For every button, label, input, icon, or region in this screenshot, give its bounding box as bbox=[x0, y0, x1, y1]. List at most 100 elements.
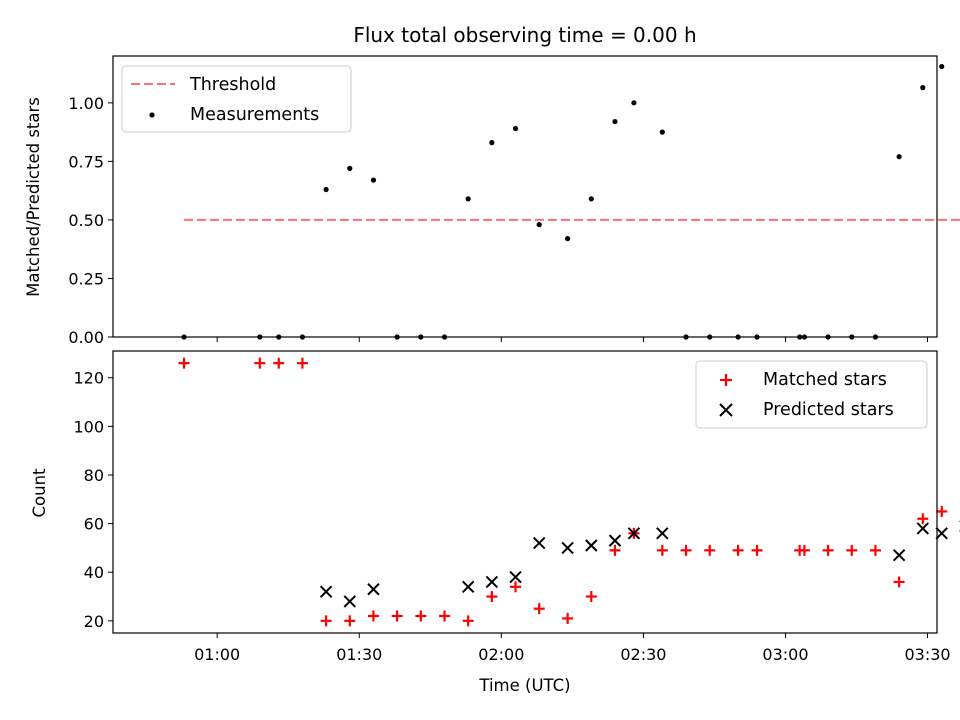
predicted-star-marker bbox=[532, 536, 546, 550]
matched-star-marker bbox=[415, 610, 427, 622]
measurement-point bbox=[612, 118, 618, 125]
top-plot-frame bbox=[112, 55, 938, 338]
predicted-star-marker bbox=[509, 570, 522, 584]
matched-star-marker bbox=[609, 544, 621, 556]
x-tick-label: 02:30 bbox=[620, 645, 666, 664]
predicted-star-marker bbox=[608, 534, 622, 547]
predicted-legend-label: Predicted stars bbox=[763, 400, 894, 420]
measurement-point bbox=[347, 165, 353, 171]
y-tick-label: 20 bbox=[84, 612, 104, 631]
matched-star-marker bbox=[846, 544, 858, 556]
matched-star-marker bbox=[320, 615, 332, 627]
y-tick-label: 60 bbox=[84, 515, 104, 534]
measurement-point bbox=[659, 129, 665, 135]
measurements-legend-swatch bbox=[149, 112, 155, 118]
predicted-star-marker bbox=[367, 583, 380, 596]
predicted-star-marker bbox=[319, 585, 333, 598]
measurement-point bbox=[588, 196, 594, 202]
y-tick-label: 0.75 bbox=[68, 152, 104, 171]
matched-star-marker bbox=[869, 544, 881, 556]
matched-star-marker bbox=[178, 357, 190, 369]
matched-star-marker bbox=[893, 576, 905, 588]
matched-star-marker bbox=[656, 544, 668, 556]
y-tick-label: 1.00 bbox=[68, 94, 104, 113]
top-x-ticks bbox=[216, 337, 929, 342]
measurement-point bbox=[370, 177, 377, 183]
predicted-star-marker bbox=[343, 595, 356, 608]
y-tick-label: 120 bbox=[73, 369, 104, 388]
matched-star-marker bbox=[732, 544, 744, 556]
bottom-marks bbox=[178, 357, 960, 627]
top-y-ticks: 0.00 0.25 0.50 0.75 1.00 bbox=[68, 94, 113, 347]
matched-star-marker bbox=[585, 591, 597, 603]
top-legend: Threshold Measurements bbox=[121, 65, 352, 133]
matched-star-marker bbox=[510, 581, 522, 593]
measurement-point bbox=[896, 154, 902, 160]
chart-title: Flux total observing time = 0.00 h bbox=[353, 23, 696, 47]
bottom-legend-box bbox=[695, 360, 928, 429]
matched-star-marker bbox=[798, 544, 810, 556]
y-tick-label: 80 bbox=[84, 466, 104, 485]
matched-star-marker bbox=[704, 544, 716, 556]
matched-star-marker bbox=[917, 513, 929, 525]
measurement-point bbox=[565, 236, 571, 242]
bottom-legend: Matched stars Predicted stars bbox=[695, 360, 928, 429]
predicted-star-marker bbox=[916, 522, 930, 535]
predicted-star-marker bbox=[656, 527, 669, 540]
y-tick-label: 0.00 bbox=[68, 328, 104, 347]
measurement-point bbox=[489, 140, 495, 146]
matched-star-marker bbox=[533, 603, 545, 615]
matched-star-marker bbox=[391, 610, 403, 622]
y-tick-label: 0.50 bbox=[68, 211, 104, 230]
predicted-star-marker bbox=[892, 548, 906, 562]
y-tick-label: 40 bbox=[84, 563, 104, 582]
predicted-star-marker bbox=[561, 541, 574, 555]
x-tick-label: 03:30 bbox=[904, 645, 950, 664]
measurement-point bbox=[939, 63, 945, 70]
y-tick-label: 100 bbox=[73, 417, 104, 436]
threshold-legend-label: Threshold bbox=[189, 75, 276, 95]
matched-star-marker bbox=[296, 357, 308, 369]
bottom-y-axis-label: Count bbox=[30, 468, 49, 518]
measurement-point bbox=[323, 186, 329, 193]
measurement-point bbox=[465, 196, 471, 202]
predicted-star-marker bbox=[935, 527, 948, 540]
measurement-point bbox=[536, 222, 542, 228]
matched-star-marker bbox=[822, 544, 834, 556]
top-y-axis-label: Matched/Predicted stars bbox=[24, 97, 43, 297]
x-tick-label: 03:00 bbox=[762, 645, 808, 664]
measurements-legend-label: Measurements bbox=[190, 105, 319, 125]
predicted-legend-swatch bbox=[719, 403, 733, 417]
predicted-star-marker bbox=[627, 527, 641, 540]
predicted-star-marker bbox=[585, 539, 598, 552]
matched-star-marker bbox=[680, 544, 692, 556]
matched-legend-label: Matched stars bbox=[763, 370, 887, 390]
matched-star-marker bbox=[367, 610, 379, 622]
matched-star-marker bbox=[562, 612, 574, 624]
predicted-star-marker bbox=[485, 575, 499, 589]
matched-legend-swatch bbox=[720, 374, 732, 386]
matched-star-marker bbox=[936, 505, 948, 517]
matched-star-marker bbox=[486, 591, 498, 603]
predicted-star-marker bbox=[461, 580, 475, 594]
matched-star-marker bbox=[344, 615, 356, 627]
top-legend-box bbox=[121, 65, 352, 133]
matched-star-marker bbox=[462, 615, 474, 627]
matched-star-marker bbox=[254, 357, 266, 369]
bottom-y-ticks: 20 40 60 80 100 120 bbox=[73, 369, 113, 631]
measurement-point bbox=[512, 125, 519, 132]
x-tick-label: 01:00 bbox=[194, 645, 240, 664]
measurement-point bbox=[920, 85, 926, 91]
bottom-x-axis-label: Time (UTC) bbox=[478, 676, 570, 695]
bottom-plot-frame bbox=[112, 350, 938, 634]
top-plot-area: 0.00 0.25 0.50 0.75 1.00 bbox=[68, 55, 960, 347]
matched-star-marker bbox=[273, 357, 285, 369]
matched-star-marker bbox=[751, 544, 763, 556]
x-tick-label: 02:00 bbox=[478, 645, 524, 664]
measurement-point bbox=[631, 100, 637, 106]
x-tick-label: 01:30 bbox=[336, 645, 382, 664]
bottom-plot-area: 20 40 60 80 100 120 01:00 01:30 02:00 02:30 03:00… bbox=[73, 350, 960, 664]
y-tick-label: 0.25 bbox=[68, 269, 104, 288]
